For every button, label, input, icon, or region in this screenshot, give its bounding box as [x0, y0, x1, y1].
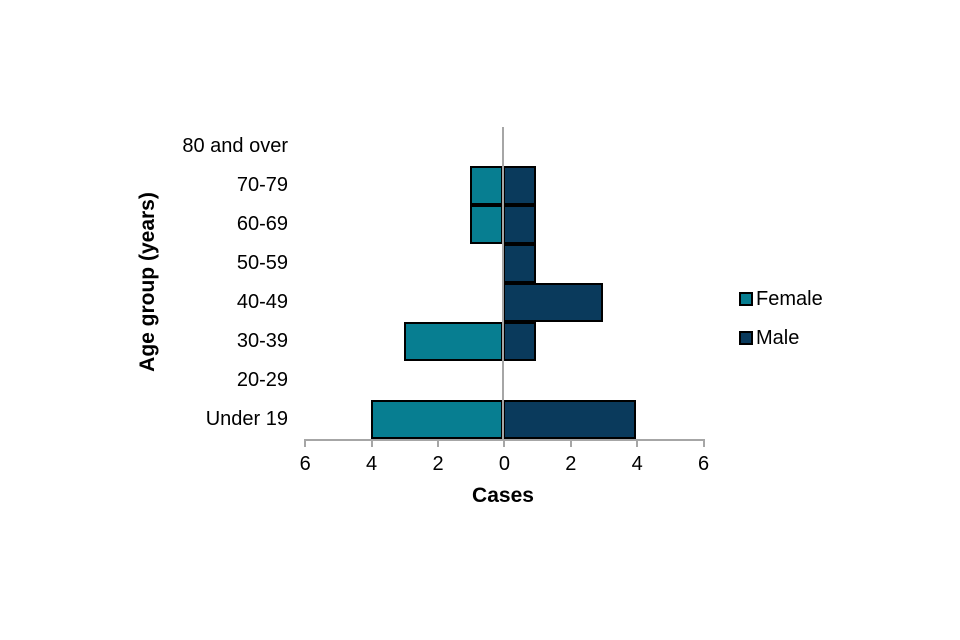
bar-female-under-19 [370, 400, 504, 439]
bar-female-30-39 [403, 322, 504, 361]
zero-axis-line [502, 127, 505, 439]
x-tick [304, 439, 307, 447]
x-tick-label: 6 [299, 453, 311, 475]
bar-female-70-79 [470, 166, 504, 205]
x-tick [636, 439, 639, 447]
x-tick [370, 439, 373, 447]
bar-male-60-69 [503, 205, 537, 244]
x-tick-label: 4 [366, 453, 378, 475]
category-label: 30-39 [236, 330, 288, 352]
category-label: 70-79 [236, 174, 288, 196]
bar-male-70-79 [503, 166, 537, 205]
x-tick-label: 6 [698, 453, 710, 475]
bar-male-30-39 [503, 322, 537, 361]
category-label: 20-29 [236, 369, 288, 391]
legend-label: Female [756, 288, 823, 310]
x-tick [702, 439, 705, 447]
x-tick-label: 0 [498, 453, 510, 475]
bar-male-under-19 [503, 400, 636, 439]
x-tick [569, 439, 572, 447]
category-label: 60-69 [236, 213, 288, 235]
legend-swatch-female-icon [739, 292, 753, 306]
bar-male-50-59 [503, 244, 537, 283]
x-tick-label: 2 [432, 453, 444, 475]
legend-label: Male [756, 327, 800, 349]
x-axis-title: Cases [472, 484, 534, 507]
category-label: 40-49 [236, 291, 288, 313]
legend-item-male: Male [739, 328, 823, 348]
x-tick [503, 439, 506, 447]
legend: Female Male [739, 289, 823, 367]
x-tick-label: 4 [631, 453, 643, 475]
x-tick-label: 2 [565, 453, 577, 475]
category-label: Under 19 [205, 408, 288, 430]
category-label: 50-59 [236, 252, 288, 274]
x-tick [437, 439, 439, 447]
bar-female-60-69 [470, 205, 504, 244]
bar-male-40-49 [503, 283, 603, 322]
legend-swatch-male-icon [739, 331, 753, 345]
category-label: 80 and over [182, 135, 288, 157]
legend-item-female: Female [739, 289, 823, 309]
